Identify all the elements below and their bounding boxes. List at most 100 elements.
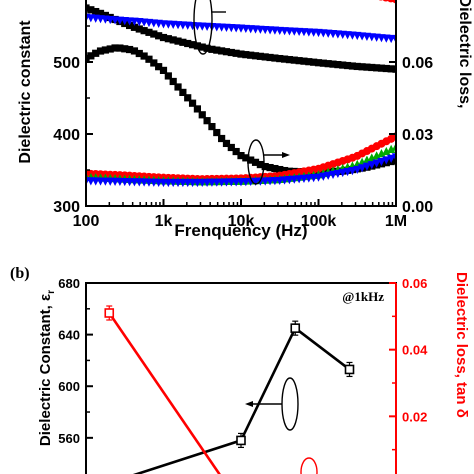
panel-b-y-axis-label-left-main: Dielectric Constant, ε	[37, 294, 54, 446]
panel-a-data-point	[179, 88, 187, 96]
panel-b-data-point	[290, 323, 301, 333]
panel-a-data-point	[382, 64, 390, 73]
panel-a-data-point	[382, 156, 391, 165]
panel-a-data-point	[339, 61, 347, 69]
panel-a-y-left-tick-label: 300	[53, 199, 80, 216]
panel-a-data-point	[227, 143, 235, 152]
panel-a-data-point	[329, 60, 337, 68]
panel-a-data-point	[213, 128, 221, 137]
panel-b-y-left-tick-label: 560	[58, 431, 80, 446]
panel-a-x-tick-label: 100	[73, 213, 100, 230]
panel-a-data-point	[179, 38, 187, 46]
panel-a-data-point	[87, 52, 95, 60]
panel-a-data-point	[96, 47, 105, 55]
panel-a-tick-labels: 100 1k 10k 100k 1M 300 400 500 0.00 0.03 0.06	[53, 55, 433, 230]
panel-a-data-point	[373, 64, 381, 72]
panel-a-data-point	[155, 63, 163, 71]
panel-a-data-point	[362, 162, 372, 171]
panel-a-data-point	[285, 56, 294, 64]
panel-a-series-2	[378, 0, 396, 4]
panel-b-series	[104, 305, 355, 474]
panel-a-data-point	[276, 54, 284, 63]
panel-a-y-left-tick-label: 400	[53, 127, 80, 144]
panel-a-data-point	[247, 156, 255, 164]
panel-a-data-point	[343, 61, 352, 70]
panel-b-series-line-0	[132, 326, 351, 474]
panel-a-data-point	[169, 77, 177, 86]
panel-a-data-point	[111, 44, 119, 52]
panel-a-x-tick-label: 1k	[155, 213, 173, 230]
panel-a-data-point	[280, 55, 289, 63]
panel-a-data-point	[106, 45, 114, 53]
panel-a-y-right-tick-label: 0.03	[402, 127, 433, 144]
panel-a-data-point	[377, 157, 386, 167]
panel-a-data-point	[145, 28, 153, 36]
panel-a-data-point	[392, 156, 396, 164]
panel-a-data-point	[261, 162, 269, 171]
panel-b-annotation-frequency: @1kHz	[342, 289, 384, 304]
panel-a-data-point	[382, 146, 391, 156]
panel-a-data-point	[242, 154, 250, 162]
panel-a-data-point	[271, 54, 279, 62]
panel-b-annotations	[245, 377, 318, 474]
panel-a-data-point	[266, 53, 274, 62]
panel-a-data-point	[203, 44, 211, 52]
panel-b-y-right-tick-label: 0.04	[402, 343, 428, 358]
panel-a-data-point	[386, 144, 396, 153]
panel-a-data-point	[290, 56, 298, 64]
panel-a-data-point	[386, 154, 396, 163]
panel-a-data-point	[256, 52, 264, 60]
panel-a-data-point	[218, 47, 226, 55]
panel-a-data-point	[222, 139, 231, 148]
panel-a-data-point	[188, 41, 197, 49]
panel-b-y-right-tick-label: 0.06	[402, 276, 427, 291]
panel-a-data-point	[184, 94, 192, 102]
panel-a-data-point	[372, 151, 381, 160]
panel-a-data-point	[227, 48, 235, 57]
panel-a-data-point	[338, 168, 347, 178]
panel-a-y-right-tick-label: 0.00	[402, 199, 433, 216]
panel-a-data-point	[319, 59, 327, 67]
panel-a-data-point	[87, 6, 95, 14]
panel-a-x-tick-label: 10k	[228, 213, 255, 230]
panel-a-ellipse-loss	[247, 139, 265, 185]
panel-b-data-point	[344, 364, 355, 375]
panel-a-data-point	[319, 172, 328, 181]
panel-a-data-point	[237, 152, 245, 160]
panel-a-data-point	[203, 117, 211, 125]
panel-a-data-point	[101, 46, 109, 54]
panel-a-ticks	[85, 25, 397, 207]
panel-a-data-point	[140, 52, 148, 60]
panel-a-data-point	[251, 52, 260, 60]
panel-a-y-axis-label-left: Dielectric constant	[17, 20, 34, 164]
panel-a-x-axis-label: Frenquency (Hz)	[174, 221, 307, 240]
panel-a-data-point	[367, 161, 376, 170]
panel-a-data-point	[271, 164, 279, 173]
panel-a-arrow-loss-head	[282, 152, 290, 158]
panel-a-x-tick-label: 1M	[385, 213, 407, 230]
panel-a-data-point	[300, 57, 308, 65]
panel-a-data-point	[391, 153, 396, 162]
panel-a-data-point	[164, 35, 172, 43]
panel-a-data-point	[295, 57, 303, 65]
panel-a-data-point	[140, 27, 148, 35]
panel-a-data-point	[242, 51, 250, 59]
panel-a-data-point	[367, 153, 376, 162]
panel-a-data-point	[334, 61, 342, 69]
panel-a-y-left-tick-label: 500	[53, 55, 80, 72]
panel-a-data-point	[159, 66, 168, 74]
panel-a-data-point	[116, 44, 124, 52]
panel-a-data-point	[391, 35, 396, 44]
panel-a-data-point	[193, 105, 202, 113]
panel-b-y-left-tick-label: 640	[58, 328, 80, 343]
panel-a-data-point	[232, 147, 240, 156]
panel-a-data-point	[348, 166, 357, 176]
panel-a-data-point	[174, 83, 182, 91]
panel-b-y-left-tick-label: 680	[58, 276, 80, 291]
panel-a-data-point	[266, 163, 274, 172]
panel-a-data-point	[92, 49, 100, 57]
panel-a-data-point	[208, 45, 216, 53]
panel-a-data-point	[150, 30, 158, 38]
panel-a-data-point	[333, 169, 343, 179]
panel-b-tick-labels: 560 600 640 680 0.02 0.04 0.06	[58, 276, 428, 446]
